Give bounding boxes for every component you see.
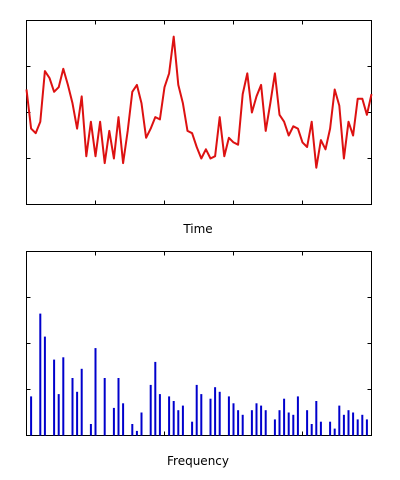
frequency-bar xyxy=(241,414,244,436)
frequency-bar xyxy=(319,421,322,436)
frequency-bar xyxy=(177,410,180,436)
frequency-bar xyxy=(94,348,97,436)
frequency-bar xyxy=(30,396,33,436)
frequency-bar xyxy=(338,405,341,436)
frequency-bar xyxy=(296,396,299,436)
frequency-bar xyxy=(62,357,65,436)
frequency-bar xyxy=(71,378,74,436)
time-series-x-axis-label: Time xyxy=(182,222,212,236)
frequency-bar xyxy=(168,396,171,436)
frequency-bar xyxy=(154,361,157,436)
frequency-series xyxy=(30,313,368,436)
frequency-bar xyxy=(333,428,336,436)
frequency-bar xyxy=(255,403,258,436)
frequency-bar xyxy=(365,419,368,436)
frequency-bar xyxy=(347,410,350,436)
frequency-bar xyxy=(149,384,152,436)
frequency-bar xyxy=(122,403,125,436)
frequency-plot-frame xyxy=(26,251,372,436)
frequency-bar xyxy=(53,359,56,436)
frequency-bar xyxy=(218,391,221,436)
frequency-bar xyxy=(273,419,276,436)
frequency-bar xyxy=(278,410,281,436)
frequency-x-axis-label: Frequency xyxy=(167,454,229,468)
frequency-bar xyxy=(237,410,240,436)
frequency-bar xyxy=(329,421,332,436)
frequency-bar xyxy=(172,401,175,436)
frequency-bar xyxy=(158,394,161,436)
frequency-bar xyxy=(361,414,364,436)
frequency-bar xyxy=(315,401,318,436)
frequency-bar xyxy=(283,398,286,436)
time-series-series xyxy=(25,35,373,169)
frequency-bar xyxy=(260,405,263,436)
frequency-bar xyxy=(209,398,212,436)
frequency-ticks xyxy=(26,251,372,436)
frequency-bar xyxy=(214,387,217,436)
frequency-bar xyxy=(112,407,115,436)
frequency-bar xyxy=(356,419,359,436)
frequency-bar xyxy=(342,414,345,436)
frequency-bar xyxy=(195,384,198,436)
frequency-bar xyxy=(117,378,120,436)
frequency-bar xyxy=(191,421,194,436)
frequency-bar xyxy=(80,368,83,436)
frequency-spectrum-chart: Frequency xyxy=(26,251,372,468)
frequency-bar xyxy=(227,396,230,436)
frequency-bar xyxy=(181,405,184,436)
frequency-bar xyxy=(352,412,355,436)
time-series-ticks xyxy=(26,20,372,205)
time-series-plot-frame xyxy=(26,20,372,205)
frequency-bar xyxy=(287,412,290,436)
frequency-bar xyxy=(76,391,79,436)
frequency-bar xyxy=(131,424,134,436)
time-series-line xyxy=(25,35,373,169)
frequency-bar xyxy=(57,394,60,436)
frequency-bar xyxy=(140,412,143,436)
frequency-bar xyxy=(43,336,46,436)
frequency-bar xyxy=(135,430,138,436)
frequency-bar xyxy=(103,378,106,436)
frequency-bar xyxy=(250,410,253,436)
frequency-bar xyxy=(306,410,309,436)
frequency-bar xyxy=(292,414,295,436)
frequency-bar xyxy=(89,424,92,436)
frequency-bar xyxy=(264,410,267,436)
frequency-bar xyxy=(310,424,313,436)
time-series-chart: Time xyxy=(25,20,373,236)
frequency-bar xyxy=(200,394,203,436)
frequency-bar xyxy=(39,313,42,436)
frequency-bar xyxy=(232,403,235,436)
